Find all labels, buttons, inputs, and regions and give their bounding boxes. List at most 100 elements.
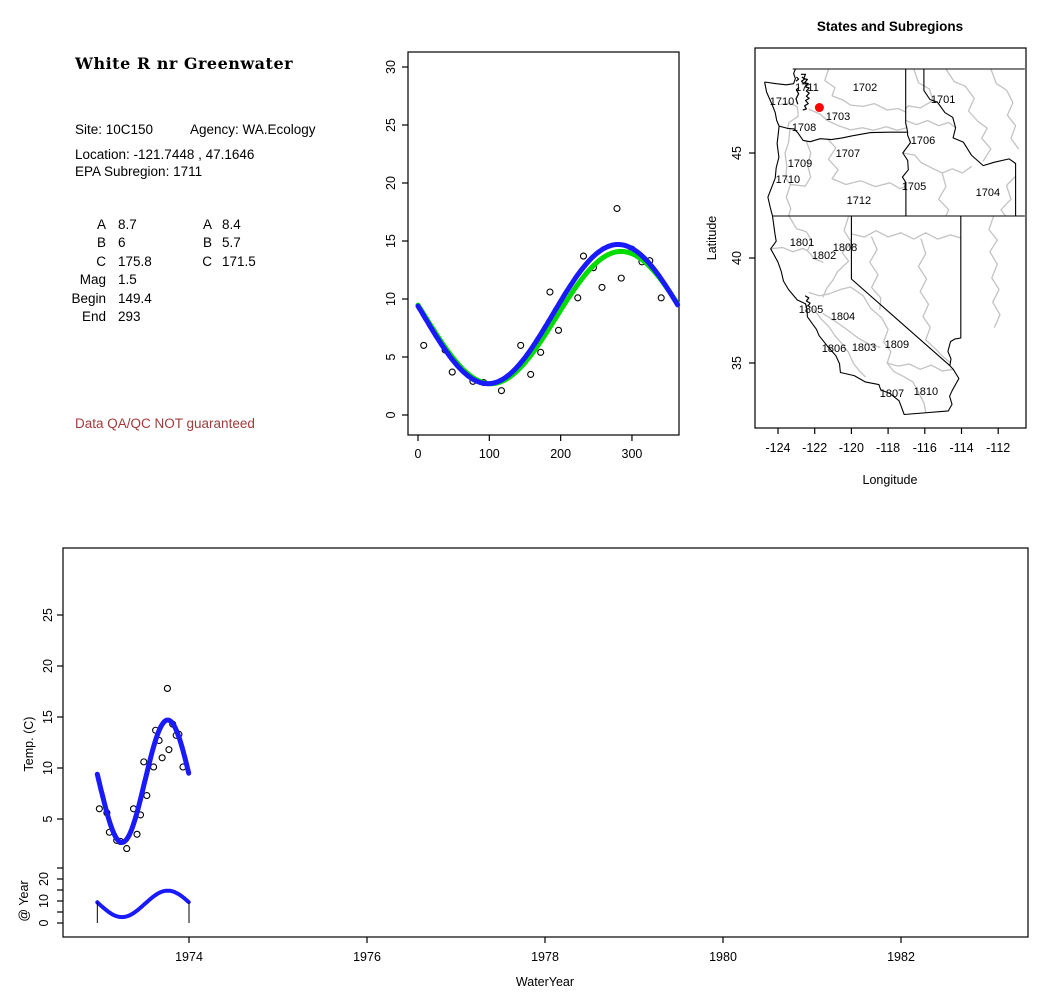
param-label: A [202,217,212,232]
subregion-label: 1810 [914,386,938,398]
agency: Agency: WA.Ecology [190,122,316,137]
plot-box [62,547,1029,938]
param-value: 175.8 [118,254,152,269]
tick-label: 0 [384,411,398,418]
subregion-label: 1803 [852,342,876,354]
param-value: 6 [118,235,126,250]
param-label: C [202,254,212,269]
subregion-label: 1702 [853,82,877,94]
param-value: 171.5 [222,254,256,269]
data-point [497,387,505,395]
param-row: A 8.7 A 8.4 [0,217,380,235]
map-geography: 1711 1702 1701 1710 1703 1708 1706 1707 1709 1710… [764,68,1025,416]
subregion-boundary [824,68,907,113]
coastline-detail [795,87,800,105]
data-point [537,348,545,356]
subregion-label: 1707 [836,148,860,160]
subregion-label: 1711 [795,82,819,94]
data-point [150,763,158,771]
tick-label: 30 [384,60,398,74]
subregion-boundary [808,286,852,297]
subregion-boundary [892,370,927,413]
timeseries-content [94,684,192,923]
at-year-axis-title: @ Year [17,880,31,921]
state-border [851,215,962,366]
tick-label: 35 [730,356,744,370]
subregion-label: 1710 [776,174,800,186]
subregion-label: 1709 [788,158,812,170]
param-label: C [96,254,106,269]
data-point [598,283,606,291]
axis-ticks: -124 -122 -120 -118 -116 -114 -112 35 40 45 [730,146,1010,455]
subregion-boundary [850,230,962,240]
tick-label: -122 [802,441,827,455]
param-label: B [96,235,106,250]
tick-label: 1978 [531,950,559,964]
subregion-boundary [1000,175,1017,217]
tick-label: -112 [986,441,1010,455]
subregion-boundary [905,68,934,110]
map-panel: States and Subregions 1711 1702 1701 1710 17… [705,19,1027,487]
state-border [764,68,796,86]
param-label: Begin [71,291,106,306]
tick-label: 15 [41,710,55,724]
subregion-boundary [902,152,973,174]
subregion-label: 1705 [902,181,926,193]
param-label: B [202,235,212,250]
param-value: 1.5 [118,272,137,287]
param-value: 149.4 [118,291,152,306]
temp-axis-title: Temp. (C) [22,717,36,772]
subregion-label: 1704 [976,187,1000,199]
subregion-boundary [925,339,952,364]
tick-label: 1982 [887,950,915,964]
data-point [140,758,148,766]
qa-warning: Data QA/QC NOT guaranteed [75,416,255,431]
data-point [133,830,141,838]
subregion-boundary [808,108,908,131]
subregion-label: 1701 [931,94,955,106]
tick-label: 100 [479,447,500,461]
subregion-label: 1801 [790,237,814,249]
subregion-boundary [869,236,882,311]
data-point [527,370,535,378]
param-row: Begin 149.4 [0,291,380,309]
data-point [420,341,428,349]
subregion-boundary [905,119,957,129]
tick-label: 10 [37,894,51,908]
subregion-boundary [840,342,866,378]
subregion-label: 1712 [847,195,871,207]
param-row: Mag 1.5 [0,272,380,290]
data-point [163,684,171,692]
data-point [165,746,173,754]
coastline-detail [800,76,806,85]
coastline-detail [800,73,810,111]
tick-label: 5 [41,815,55,822]
param-label: End [81,309,106,324]
tick-label: 200 [550,447,571,461]
longitude-axis-title: Longitude [863,473,918,487]
subregion-boundary [990,68,1020,150]
data-point [448,368,456,376]
curve-at_year_fit_blue [95,888,191,920]
subregion-label: 1805 [799,304,823,316]
tick-label: 25 [41,608,55,622]
subregion-boundary [788,215,824,263]
tick-label: 40 [730,251,744,265]
fit-curves [415,242,681,387]
param-row: C 175.8 C 171.5 [0,254,380,272]
map-title: States and Subregions [817,19,963,34]
subregion-boundary [945,68,992,162]
tick-label: 0 [37,919,51,926]
param-value: 8.7 [118,217,137,232]
data-point [95,805,103,813]
data-point [617,274,625,282]
subregion-boundary [778,102,799,130]
tick-label: -124 [765,441,790,455]
tick-label: 45 [730,146,744,160]
station-title: White R nr Greenwater [75,54,294,73]
param-value: 293 [118,309,141,324]
location-coordinates: Location: -121.7448 , 47.1646 [75,147,255,162]
data-point [613,204,621,213]
